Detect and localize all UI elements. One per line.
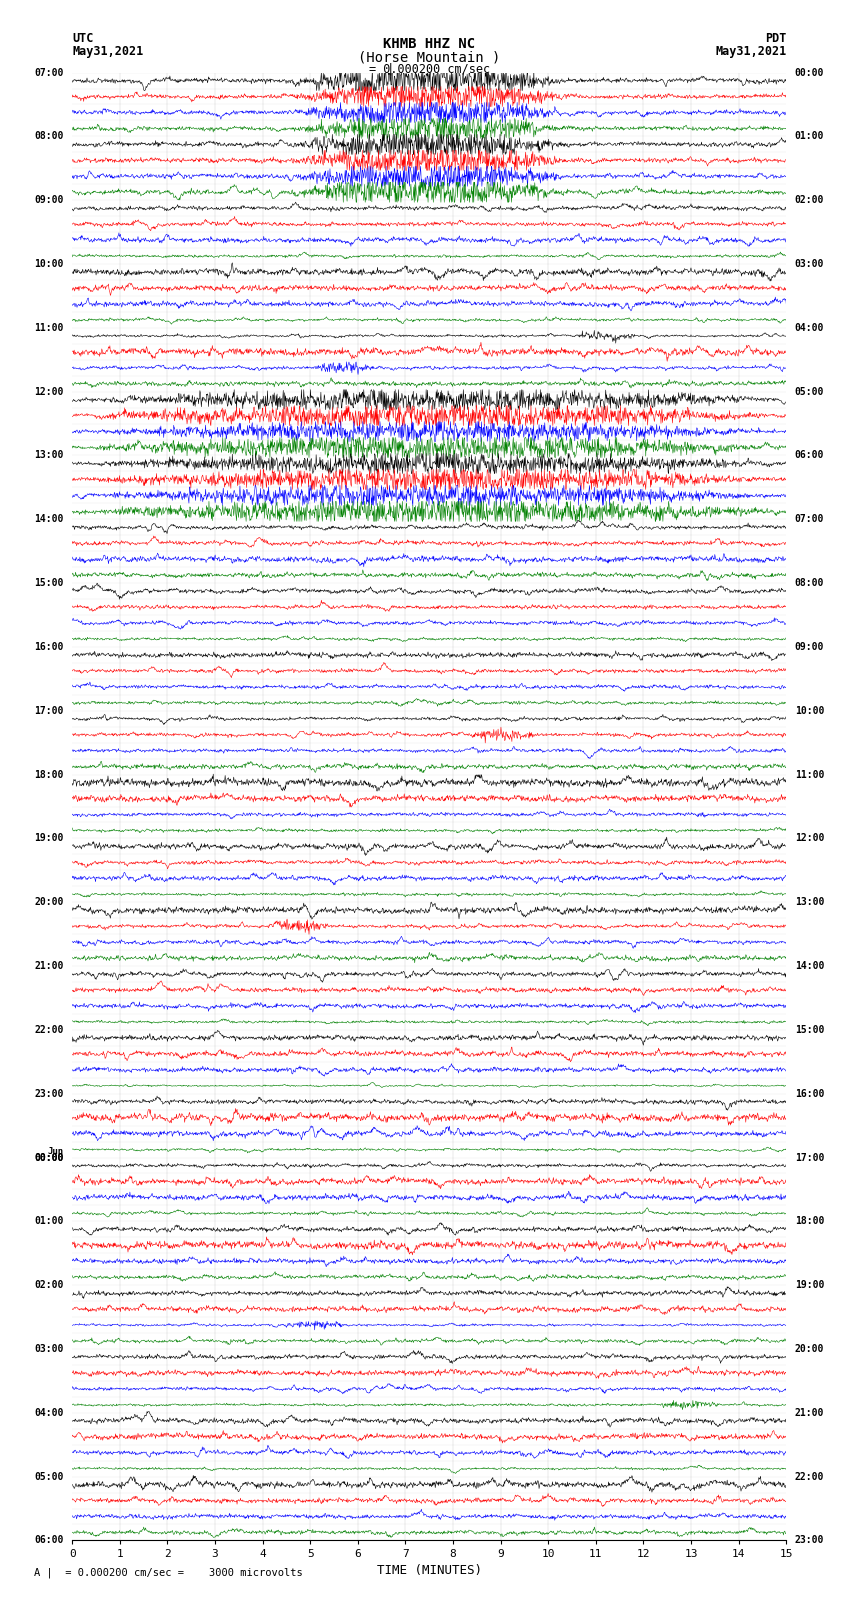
Text: 06:00: 06:00 [34, 1536, 64, 1545]
Text: 11:00: 11:00 [34, 323, 64, 332]
Text: 10:00: 10:00 [34, 260, 64, 269]
Text: |: | [388, 63, 394, 76]
Text: 00:00: 00:00 [795, 68, 824, 77]
Text: 10:00: 10:00 [795, 706, 824, 716]
Text: 17:00: 17:00 [795, 1153, 824, 1163]
Text: 02:00: 02:00 [795, 195, 824, 205]
Text: 00:00: 00:00 [34, 1153, 64, 1163]
Text: 13:00: 13:00 [795, 897, 824, 907]
Text: 04:00: 04:00 [34, 1408, 64, 1418]
Text: 17:00: 17:00 [34, 706, 64, 716]
Text: May31,2021: May31,2021 [715, 45, 786, 58]
Text: 03:00: 03:00 [34, 1344, 64, 1353]
Text: 12:00: 12:00 [34, 387, 64, 397]
X-axis label: TIME (MINUTES): TIME (MINUTES) [377, 1563, 482, 1576]
Text: 21:00: 21:00 [34, 961, 64, 971]
Text: 19:00: 19:00 [34, 834, 64, 844]
Text: 08:00: 08:00 [795, 577, 824, 589]
Text: 22:00: 22:00 [34, 1024, 64, 1036]
Text: May31,2021: May31,2021 [72, 45, 144, 58]
Text: 18:00: 18:00 [34, 769, 64, 779]
Text: 09:00: 09:00 [34, 195, 64, 205]
Text: 14:00: 14:00 [34, 515, 64, 524]
Text: 21:00: 21:00 [795, 1408, 824, 1418]
Text: 20:00: 20:00 [795, 1344, 824, 1353]
Text: 12:00: 12:00 [795, 834, 824, 844]
Text: KHMB HHZ NC: KHMB HHZ NC [383, 37, 475, 52]
Text: 02:00: 02:00 [34, 1281, 64, 1290]
Text: 04:00: 04:00 [795, 323, 824, 332]
Text: 23:00: 23:00 [34, 1089, 64, 1098]
Text: 19:00: 19:00 [795, 1281, 824, 1290]
Text: 13:00: 13:00 [34, 450, 64, 460]
Text: 01:00: 01:00 [34, 1216, 64, 1226]
Text: = 0.000200 cm/sec: = 0.000200 cm/sec [369, 63, 490, 76]
Text: 22:00: 22:00 [795, 1471, 824, 1482]
Text: A |  = 0.000200 cm/sec =    3000 microvolts: A | = 0.000200 cm/sec = 3000 microvolts [34, 1566, 303, 1578]
Text: 23:00: 23:00 [795, 1536, 824, 1545]
Text: 16:00: 16:00 [795, 1089, 824, 1098]
Text: UTC: UTC [72, 32, 94, 45]
Text: 01:00: 01:00 [795, 131, 824, 142]
Text: PDT: PDT [765, 32, 786, 45]
Text: 15:00: 15:00 [34, 577, 64, 589]
Text: 07:00: 07:00 [34, 68, 64, 77]
Text: 07:00: 07:00 [795, 515, 824, 524]
Text: 08:00: 08:00 [34, 131, 64, 142]
Text: 05:00: 05:00 [34, 1471, 64, 1482]
Text: 14:00: 14:00 [795, 961, 824, 971]
Text: 09:00: 09:00 [795, 642, 824, 652]
Text: 00:00: 00:00 [34, 1153, 64, 1163]
Text: (Horse Mountain ): (Horse Mountain ) [358, 50, 501, 65]
Text: 05:00: 05:00 [795, 387, 824, 397]
Text: 03:00: 03:00 [795, 260, 824, 269]
Text: 15:00: 15:00 [795, 1024, 824, 1036]
Text: 11:00: 11:00 [795, 769, 824, 779]
Text: 16:00: 16:00 [34, 642, 64, 652]
Text: 20:00: 20:00 [34, 897, 64, 907]
Text: 18:00: 18:00 [795, 1216, 824, 1226]
Text: 06:00: 06:00 [795, 450, 824, 460]
Text: Jun: Jun [48, 1147, 64, 1157]
